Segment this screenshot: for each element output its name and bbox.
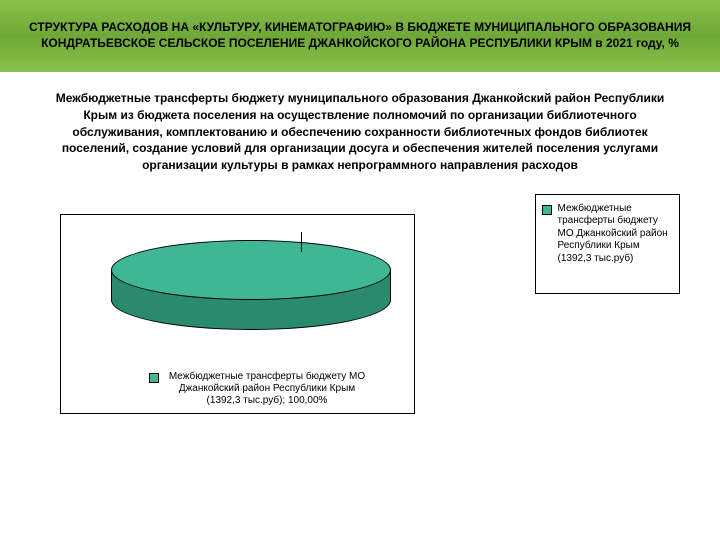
legend-box: Межбюджетные трансферты бюджету МО Джанк… [535,194,680,294]
pie-leader-line [301,232,302,252]
pie-data-label: Межбюджетные трансферты бюджету МО Джанк… [149,371,369,407]
description-text: Межбюджетные трансферты бюджету муниципа… [40,90,680,174]
body-area: Межбюджетные трансферты бюджету муниципа… [0,72,720,414]
legend-text: Межбюджетные трансферты бюджету МО Джанк… [558,203,673,266]
pie-data-label-swatch [149,373,159,383]
pie-data-label-text: Межбюджетные трансферты бюджету МО Джанк… [165,371,369,407]
chart-row: Межбюджетные трансферты бюджету МО Джанк… [40,214,680,414]
header-band: СТРУКТУРА РАСХОДОВ НА «КУЛЬТУРУ, КИНЕМАТ… [0,0,720,72]
pie-top-ellipse [111,240,391,300]
pie-chart-box: Межбюджетные трансферты бюджету МО Джанк… [60,214,415,414]
pie-3d [111,240,391,350]
legend-swatch [542,205,552,215]
page-title: СТРУКТУРА РАСХОДОВ НА «КУЛЬТУРУ, КИНЕМАТ… [20,20,700,51]
